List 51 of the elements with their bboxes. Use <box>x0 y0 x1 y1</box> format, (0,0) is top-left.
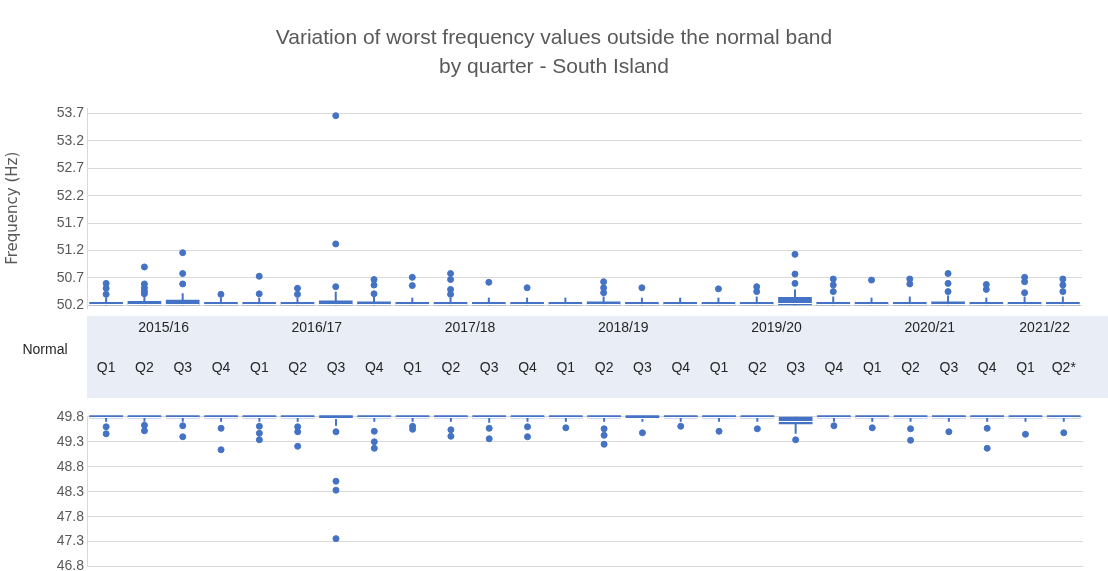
y-tick-label: 51.7 <box>56 213 85 230</box>
x-tick-label: Q3 <box>173 359 193 376</box>
x-tick-label: Q1 <box>709 359 729 376</box>
x-tick-label: Q1 <box>250 359 269 376</box>
y-tick-label: 47.8 <box>56 507 85 524</box>
y-tick-label: 53.2 <box>56 131 85 148</box>
text: 2020/21 <box>904 318 956 335</box>
x-tick-label: Q3 <box>939 359 959 376</box>
y-tick-label: 52.2 <box>56 186 85 203</box>
x-tick-label: Q1 <box>556 359 576 376</box>
text: 2015/16 <box>138 318 190 335</box>
x-tick-label: Q4 <box>211 359 231 376</box>
y-axis-title: Frequency (Hz) <box>2 151 21 265</box>
x-tick-label: Q4 <box>977 359 997 376</box>
y-tick-label: 50.7 <box>56 268 85 285</box>
x-tick-label: Q3 <box>786 359 806 376</box>
x-tick-label: Q2 <box>441 359 461 376</box>
text: 2021/22 <box>1019 318 1071 335</box>
y-tick-label: 47.3 <box>56 532 85 549</box>
y-tick-label: 49.8 <box>56 407 85 424</box>
y-tick-label: 46.8 <box>56 557 85 571</box>
x-tick-label: Q3 <box>479 359 499 376</box>
y-tick-label: 49.3 <box>56 432 85 449</box>
y-tick-label: 50.2 <box>56 296 85 313</box>
text: 2019/20 <box>751 318 803 335</box>
y-tick-label: 51.2 <box>56 241 85 258</box>
x-tick-label: Q4 <box>824 359 844 376</box>
x-tick-label: Q2 <box>748 359 767 376</box>
x-tick-label: Q3 <box>326 359 346 376</box>
x-tick-label: Q4 <box>364 359 384 376</box>
y-tick-label: 48.3 <box>56 482 85 499</box>
y-tick-label: 48.8 <box>56 457 85 474</box>
x-tick-label: Q1 <box>403 359 423 376</box>
x-tick-label: Q2 <box>901 359 921 376</box>
x-tick-label: Q4 <box>518 359 538 376</box>
text: 2016/17 <box>291 318 343 335</box>
x-tick-label: Q1 <box>862 359 882 376</box>
y-tick-label: 52.7 <box>56 159 85 176</box>
x-tick-label: Q2 <box>135 359 154 376</box>
x-tick-label: Q1 <box>96 359 116 376</box>
x-tick-label: Q2 <box>594 359 614 376</box>
x-tick-label: Q2* <box>1051 359 1077 376</box>
text: 2017/18 <box>444 318 496 335</box>
x-tick-label: Q3 <box>633 359 652 376</box>
chart-title: Variation of worst frequency values outside the normal band by quarter - South Island <box>274 24 834 79</box>
text: Normal <box>22 340 68 357</box>
x-tick-label: Q1 <box>1016 359 1036 376</box>
text: 2018/19 <box>597 318 649 335</box>
y-tick-label: 53.7 <box>56 104 85 121</box>
x-tick-label: Q4 <box>671 359 691 376</box>
x-tick-label: Q2 <box>288 359 308 376</box>
